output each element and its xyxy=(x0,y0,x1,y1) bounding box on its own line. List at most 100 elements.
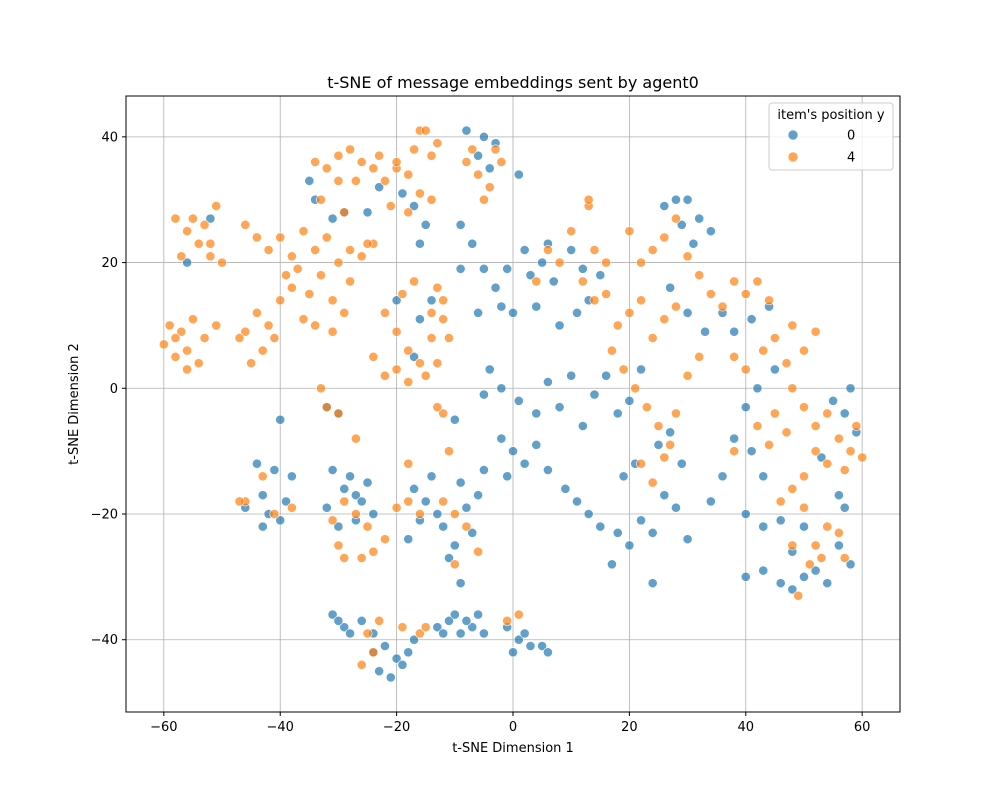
scatter-point-series-4 xyxy=(426,333,437,343)
scatter-point-series-0 xyxy=(519,458,530,469)
scatter-point-series-4 xyxy=(810,446,821,457)
scatter-point-series-4 xyxy=(432,358,443,369)
scatter-point-series-0 xyxy=(333,521,344,532)
scatter-point-series-4 xyxy=(729,351,740,362)
scatter-point-series-0 xyxy=(833,540,844,551)
scatter-point-series-0 xyxy=(420,496,431,507)
scatter-point-series-4 xyxy=(438,408,449,419)
scatter-point-series-0 xyxy=(717,471,728,482)
scatter-point-series-0 xyxy=(775,515,786,526)
scatter-point-series-0 xyxy=(665,427,676,438)
scatter-point-series-4 xyxy=(286,251,297,262)
scatter-point-series-4 xyxy=(793,590,804,601)
scatter-point-series-0 xyxy=(327,609,338,620)
scatter-point-series-0 xyxy=(281,496,291,507)
scatter-point-series-4 xyxy=(432,138,443,149)
scatter-point-series-0 xyxy=(473,490,483,501)
scatter-point-series-4 xyxy=(310,157,321,167)
scatter-point-series-0 xyxy=(490,282,501,293)
scatter-point-series-4 xyxy=(822,408,833,419)
y-tick-label: −40 xyxy=(91,633,118,648)
scatter-point-series-4 xyxy=(188,314,198,325)
scatter-point-series-4 xyxy=(671,301,681,312)
scatter-point-series-4 xyxy=(496,157,507,167)
scatter-point-series-0 xyxy=(339,483,350,494)
scatter-point-series-4 xyxy=(414,509,425,519)
scatter-point-series-4 xyxy=(327,326,338,337)
scatter-point-series-4 xyxy=(397,622,408,633)
scatter-point-series-4 xyxy=(356,659,367,670)
scatter-point-series-4 xyxy=(321,163,332,174)
scatter-point-series-4 xyxy=(420,622,431,633)
scatter-point-series-4 xyxy=(403,207,414,218)
scatter-point-series-4 xyxy=(403,458,414,469)
scatter-point-series-4 xyxy=(438,496,449,507)
scatter-point-series-0 xyxy=(479,263,489,274)
scatter-point-series-0 xyxy=(537,257,547,268)
legend-marker xyxy=(787,129,799,141)
scatter-point-series-4 xyxy=(409,144,419,155)
scatter-point-series-0 xyxy=(543,647,553,658)
scatter-point-series-0 xyxy=(397,659,408,670)
scatter-point-series-0 xyxy=(740,509,751,519)
scatter-point-series-4 xyxy=(630,383,641,394)
scatter-point-series-4 xyxy=(257,345,268,356)
scatter-point-series-0 xyxy=(513,395,524,406)
scatter-point-series-4 xyxy=(636,295,646,306)
scatter-point-series-0 xyxy=(403,534,414,545)
y-tick-label: 20 xyxy=(101,256,118,271)
scatter-point-series-4 xyxy=(438,295,449,306)
scatter-point-series-0 xyxy=(414,238,425,249)
scatter-point-series-4 xyxy=(252,307,262,318)
scatter-point-series-4 xyxy=(444,333,454,343)
scatter-point-series-0 xyxy=(397,188,408,199)
scatter-point-series-0 xyxy=(467,527,478,538)
scatter-point-series-0 xyxy=(589,389,600,400)
scatter-point-series-0 xyxy=(799,521,809,532)
scatter-point-series-0 xyxy=(659,490,670,501)
chart-title: t-SNE of message embeddings sent by agen… xyxy=(327,73,699,92)
scatter-point-series-0 xyxy=(676,458,687,469)
scatter-point-series-4 xyxy=(653,421,664,431)
scatter-point-series-0 xyxy=(269,465,280,475)
scatter-point-series-0 xyxy=(624,540,635,551)
scatter-point-series-4 xyxy=(764,295,774,306)
scatter-point-series-0 xyxy=(467,238,478,249)
scatter-point-series-4 xyxy=(368,351,379,362)
scatter-point-series-0 xyxy=(345,471,355,482)
scatter-point-series-4 xyxy=(199,333,210,343)
scatter-point-series-0 xyxy=(479,389,489,400)
scatter-point-series-0 xyxy=(502,263,513,274)
scatter-point-series-4 xyxy=(240,326,251,337)
scatter-point-series-0 xyxy=(438,628,449,639)
scatter-point-series-0 xyxy=(799,571,809,582)
scatter-point-series-4 xyxy=(665,439,676,450)
scatter-point-series-4 xyxy=(333,150,344,161)
scatter-point-series-4 xyxy=(321,402,332,413)
scatter-point-series-4 xyxy=(281,270,291,281)
scatter-point-series-4 xyxy=(362,521,373,532)
scatter-point-series-4 xyxy=(601,257,612,268)
scatter-point-series-4 xyxy=(839,553,850,563)
scatter-point-series-4 xyxy=(851,421,862,431)
scatter-point-series-0 xyxy=(828,395,838,406)
scatter-point-series-4 xyxy=(414,358,425,369)
scatter-point-series-4 xyxy=(705,289,716,299)
scatter-point-series-0 xyxy=(746,314,757,325)
scatter-point-series-0 xyxy=(531,301,542,312)
scatter-point-series-4 xyxy=(362,238,373,249)
scatter-point-series-4 xyxy=(356,251,367,262)
scatter-point-series-0 xyxy=(409,351,419,362)
scatter-point-series-0 xyxy=(653,439,664,450)
scatter-point-series-0 xyxy=(769,364,780,375)
scatter-point-series-0 xyxy=(572,307,582,318)
scatter-point-series-4 xyxy=(647,245,658,255)
scatter-point-series-0 xyxy=(839,502,850,513)
scatter-point-series-0 xyxy=(286,471,297,482)
scatter-point-series-4 xyxy=(345,245,355,255)
x-tick-label: 60 xyxy=(854,720,871,735)
scatter-point-series-4 xyxy=(740,364,751,375)
scatter-point-series-0 xyxy=(362,207,373,218)
scatter-point-series-0 xyxy=(275,414,286,425)
